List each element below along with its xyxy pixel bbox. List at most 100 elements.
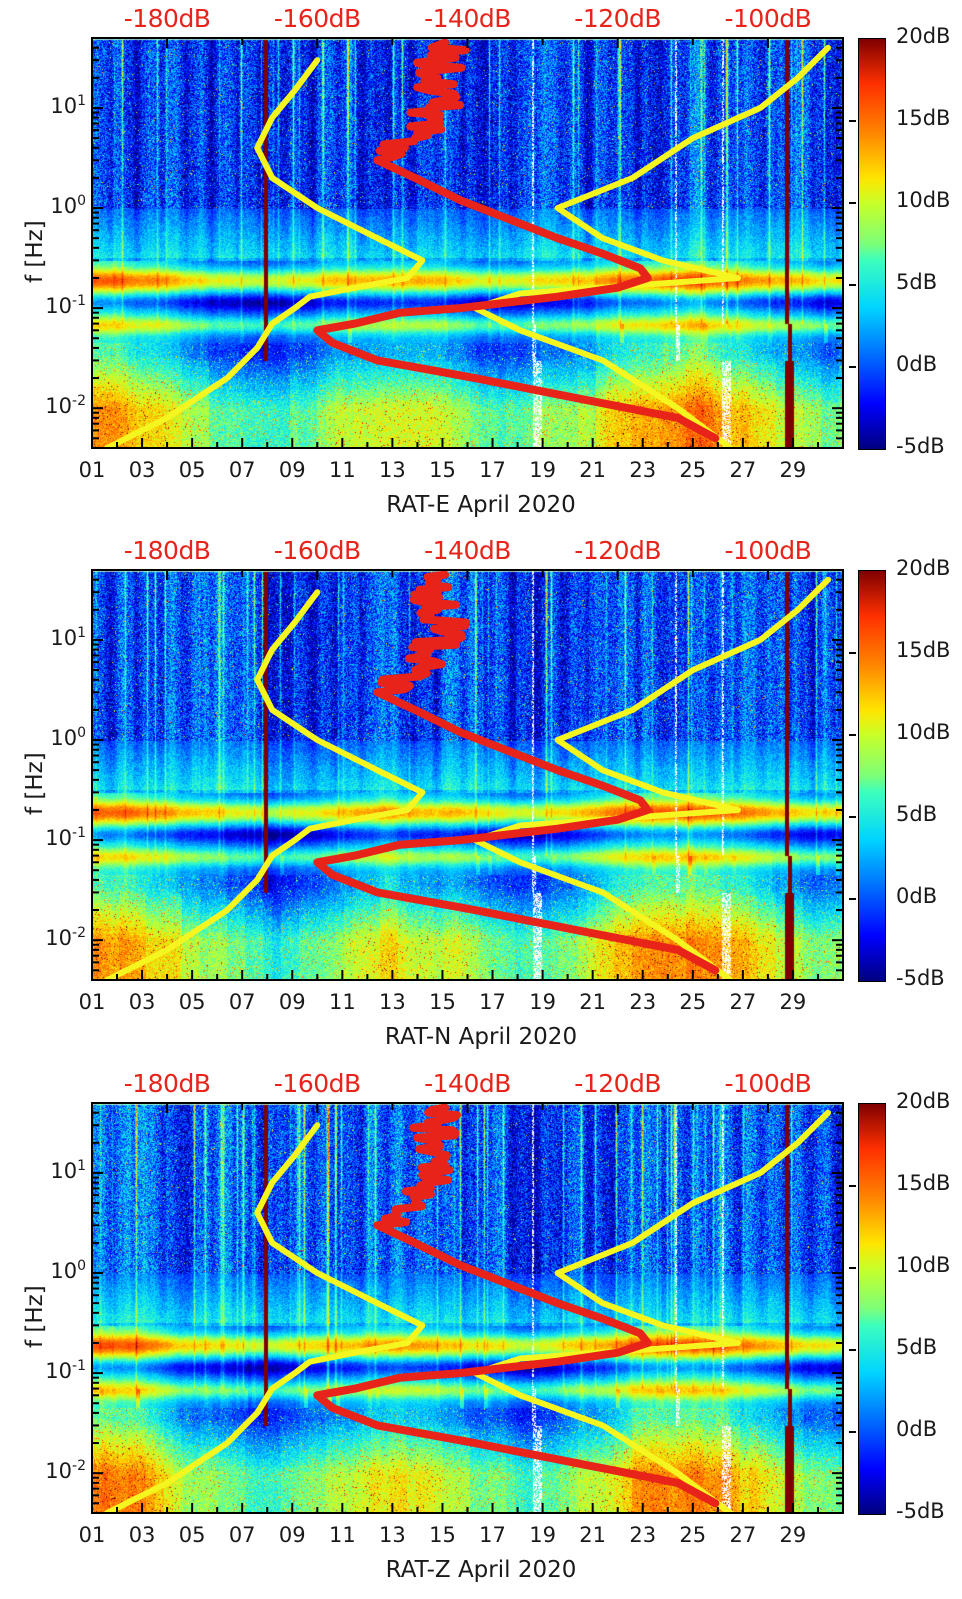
- xtick-label: 15: [429, 990, 456, 1014]
- colorbar-tick-label: 10dB: [896, 1253, 951, 1277]
- ytick-label: 101: [50, 92, 86, 118]
- panel-title-1: RAT-N April 2020: [384, 1024, 578, 1050]
- colorbar-tick: [849, 1185, 856, 1187]
- top-axis-label-1-3: -120dB: [574, 536, 662, 565]
- top-axis-label-0-2: -140dB: [424, 4, 511, 33]
- y-axis-label: f [Hz]: [22, 752, 48, 815]
- colorbar-tick-label: 10dB: [896, 720, 951, 744]
- spectrogram-image-e: [92, 38, 843, 448]
- xtick-label: 21: [579, 458, 607, 482]
- y-axis-label: f [Hz]: [22, 1285, 48, 1348]
- colorbar-tick-label: 0dB: [896, 352, 938, 376]
- xtick-label: 11: [328, 458, 356, 482]
- xtick-label: 07: [228, 990, 256, 1014]
- colorbar-tick-label: 20dB: [896, 556, 951, 580]
- xtick-label: 09: [278, 1523, 306, 1547]
- xtick-label: 07: [228, 1523, 256, 1547]
- top-axis-label-1-0: -180dB: [123, 536, 211, 565]
- spectrogram-image-z: [92, 1103, 843, 1513]
- ytick-label: 10-1: [45, 293, 86, 319]
- ytick-label: 10-1: [45, 825, 86, 851]
- xtick-label: 13: [379, 458, 406, 482]
- xtick-label: 21: [579, 990, 607, 1014]
- colorbar-tick-label: 15dB: [896, 638, 951, 662]
- colorbar-tick-label: 20dB: [896, 24, 951, 48]
- xtick-label: 27: [729, 990, 757, 1014]
- colorbar-tick: [849, 734, 856, 736]
- ytick-label: 100: [50, 725, 86, 751]
- xtick-label: 03: [128, 458, 156, 482]
- xtick-label: 03: [128, 1523, 156, 1547]
- xtick-label: 25: [679, 1523, 707, 1547]
- xtick-label: 19: [529, 1523, 556, 1547]
- xtick-label: 27: [729, 1523, 757, 1547]
- ytick-label: 101: [50, 1157, 86, 1183]
- colorbar-tick-label: 15dB: [896, 1171, 951, 1195]
- xtick-label: 11: [328, 1523, 356, 1547]
- xtick-label: 17: [479, 458, 506, 482]
- xtick-label: 03: [128, 990, 156, 1014]
- top-axis-label-0-1: -160dB: [273, 4, 361, 33]
- xtick-label: 05: [178, 990, 206, 1014]
- colorbar-tick-label: 5dB: [896, 270, 938, 294]
- xtick-label: 21: [579, 1523, 607, 1547]
- colorbar-tick: [849, 1431, 856, 1433]
- xtick-label: 07: [228, 458, 256, 482]
- xtick-label: 23: [629, 458, 657, 482]
- top-axis-label-2-0: -180dB: [123, 1069, 211, 1098]
- xtick-label: 13: [379, 1523, 406, 1547]
- colorbar-tick: [849, 898, 856, 900]
- colorbar-tick: [849, 652, 856, 654]
- ytick-label: 10-2: [45, 393, 86, 419]
- ytick-label: 100: [50, 193, 86, 219]
- xtick-label: 01: [78, 458, 106, 482]
- xtick-label: 29: [779, 1523, 807, 1547]
- xtick-label: 23: [629, 1523, 657, 1547]
- colorbar-tick-label: -5dB: [896, 966, 945, 990]
- top-axis-label-2-3: -120dB: [574, 1069, 662, 1098]
- colorbar-tick: [849, 284, 856, 286]
- top-axis-label-2-1: -160dB: [273, 1069, 361, 1098]
- top-axis-label-0-0: -180dB: [123, 4, 211, 33]
- colorbar-tick-label: 10dB: [896, 188, 951, 212]
- xtick-label: 17: [479, 990, 506, 1014]
- ytick-label: 10-1: [45, 1358, 86, 1384]
- xtick-label: 05: [178, 458, 206, 482]
- spectrogram-image-n: [92, 570, 843, 980]
- xtick-label: 19: [529, 990, 556, 1014]
- y-axis-label: f [Hz]: [22, 220, 48, 283]
- xtick-label: 01: [78, 1523, 106, 1547]
- colorbar-n: [858, 570, 886, 982]
- ytick-label: 10-2: [45, 925, 86, 951]
- colorbar-tick: [849, 1267, 856, 1269]
- colorbar-z: [858, 1103, 886, 1515]
- colorbar-tick-label: 15dB: [896, 106, 951, 130]
- top-axis-label-1-4: -100dB: [724, 536, 812, 565]
- top-axis-label-1-1: -160dB: [273, 536, 361, 565]
- colorbar-tick: [849, 816, 856, 818]
- xtick-label: 09: [278, 458, 306, 482]
- panel-title-2: RAT-Z April 2020: [385, 1557, 577, 1583]
- xtick-label: 23: [629, 990, 657, 1014]
- ytick-label: 10-2: [45, 1458, 86, 1484]
- colorbar-tick: [849, 120, 856, 122]
- colorbar-tick-label: 20dB: [896, 1089, 951, 1113]
- top-axis-label-0-4: -100dB: [724, 4, 812, 33]
- top-axis-label-0-3: -120dB: [574, 4, 662, 33]
- panel-title-0: RAT-E April 2020: [386, 492, 576, 518]
- xtick-label: 29: [779, 990, 807, 1014]
- xtick-label: 27: [729, 458, 757, 482]
- colorbar-tick-label: 0dB: [896, 1417, 938, 1441]
- colorbar-tick-label: 0dB: [896, 884, 938, 908]
- top-axis-label-2-2: -140dB: [424, 1069, 511, 1098]
- colorbar-e: [858, 38, 886, 450]
- top-axis-label-2-4: -100dB: [724, 1069, 812, 1098]
- colorbar-tick-label: -5dB: [896, 434, 945, 458]
- ytick-label: 100: [50, 1258, 86, 1284]
- xtick-label: 25: [679, 990, 707, 1014]
- xtick-label: 15: [429, 1523, 456, 1547]
- colorbar-tick: [849, 1349, 856, 1351]
- colorbar-tick: [849, 202, 856, 204]
- colorbar-tick-label: 5dB: [896, 1335, 938, 1359]
